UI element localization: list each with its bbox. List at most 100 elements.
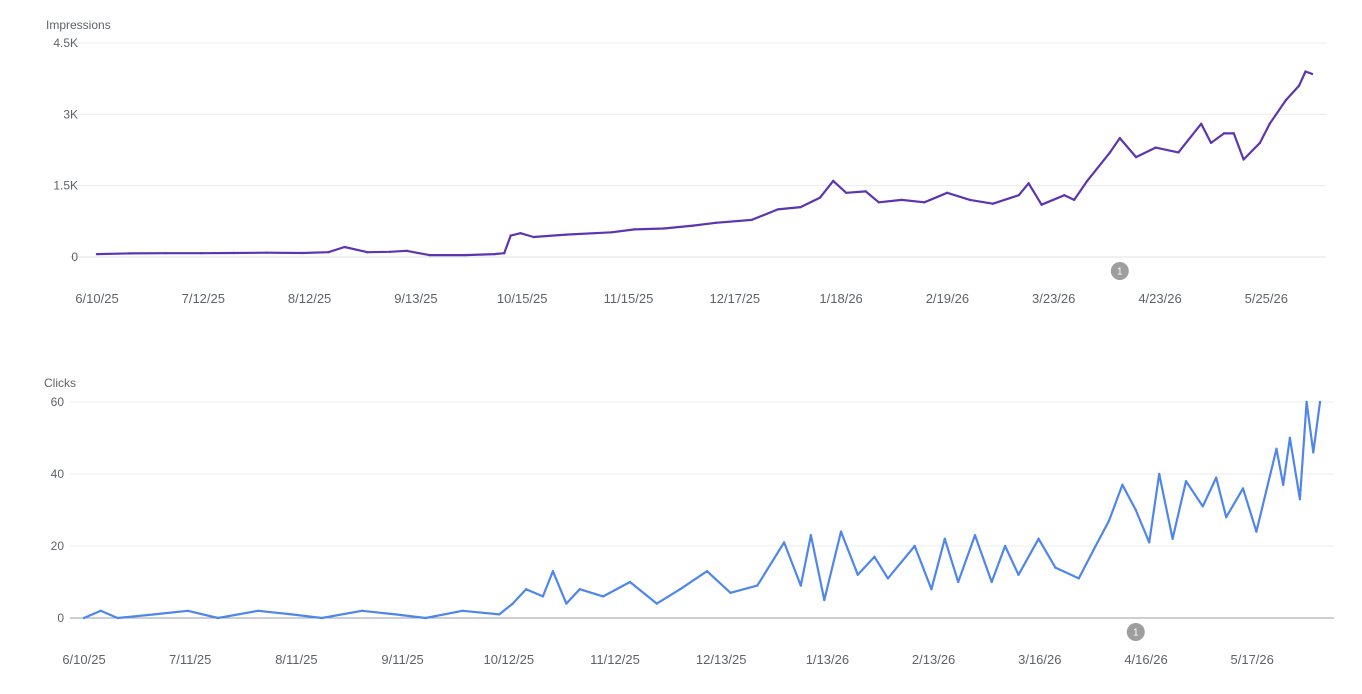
- clicks-data-point: [1121, 483, 1124, 486]
- clicks-data-point: [973, 534, 977, 537]
- clicks-data-point: [1201, 505, 1204, 508]
- clicks-data-point: [1318, 400, 1322, 404]
- clicks-data-point: [1077, 577, 1081, 580]
- impressions-data-point: [1017, 193, 1021, 197]
- impressions-data-point: [343, 245, 346, 249]
- clicks-data-point: [1054, 566, 1057, 569]
- clicks-data-point: [1275, 447, 1278, 450]
- clicks-data-point: [551, 570, 555, 573]
- impressions-data-point: [327, 251, 330, 254]
- impressions-x-tick-label: 5/25/26: [1245, 291, 1288, 306]
- impressions-data-point: [388, 250, 392, 253]
- impressions-data-point: [662, 227, 665, 230]
- impressions-data-point: [366, 251, 369, 254]
- impressions-data-point: [1242, 158, 1245, 161]
- impressions-data-point: [1222, 132, 1226, 135]
- impressions-y-tick-label: 0: [71, 250, 78, 264]
- impressions-data-point: [1154, 146, 1157, 149]
- impressions-data-point: [463, 253, 467, 257]
- clicks-data-point: [1312, 451, 1315, 454]
- impressions-data-point: [923, 201, 926, 204]
- clicks-data-point: [578, 588, 581, 591]
- clicks-data-point: [1037, 537, 1040, 540]
- impressions-annotation-circle[interactable]: [1110, 262, 1129, 280]
- impressions-data-point: [564, 233, 568, 236]
- clicks-data-point: [809, 534, 813, 537]
- impressions-data-point: [1304, 70, 1307, 73]
- impressions-data-point: [1310, 72, 1314, 76]
- clicks-x-tick-label: 3/16/26: [1018, 652, 1061, 667]
- impressions-data-point: [265, 251, 268, 254]
- clicks-data-point: [990, 580, 993, 584]
- clicks-annotation-circle[interactable]: [1126, 623, 1145, 641]
- impressions-data-point: [405, 249, 408, 253]
- clicks-data-point: [601, 595, 605, 598]
- impressions-annotation-marker[interactable]: 1: [1110, 262, 1129, 280]
- impressions-data-point: [1134, 155, 1138, 159]
- clicks-data-point: [856, 573, 859, 576]
- clicks-data-point: [705, 570, 709, 573]
- clicks-data-point: [839, 530, 843, 533]
- impressions-data-point: [164, 251, 167, 255]
- impressions-data-point: [200, 251, 203, 255]
- clicks-data-point: [1171, 537, 1174, 540]
- clicks-data-point: [394, 613, 397, 616]
- clicks-data-point: [799, 584, 803, 587]
- clicks-x-tick-label: 5/17/26: [1231, 652, 1274, 667]
- clicks-series-line: [82, 400, 1322, 620]
- impressions-x-tick-label: 2/19/26: [926, 291, 969, 306]
- impressions-data-point: [714, 221, 718, 224]
- impressions-x-tick-label: 11/15/25: [604, 291, 654, 306]
- clicks-data-point: [82, 616, 86, 620]
- impressions-data-point: [1118, 136, 1122, 140]
- impressions-data-point: [831, 179, 835, 183]
- impressions-data-point: [610, 231, 613, 234]
- impressions-data-point: [991, 202, 994, 205]
- clicks-data-point: [1281, 483, 1285, 486]
- clicks-data-point: [1134, 508, 1137, 512]
- impressions-data-point: [232, 251, 236, 255]
- clicks-data-point: [1298, 498, 1302, 501]
- impressions-data-point: [1232, 132, 1236, 135]
- clicks-data-point: [290, 613, 293, 616]
- impressions-data-point: [799, 205, 802, 209]
- clicks-data-point: [886, 577, 890, 580]
- clicks-x-tick-label: 9/11/25: [381, 652, 423, 667]
- impressions-data-point: [864, 190, 867, 193]
- impressions-data-point: [1027, 182, 1030, 185]
- clicks-data-point: [1147, 541, 1151, 544]
- impressions-data-point: [509, 234, 512, 237]
- clicks-data-point: [1184, 480, 1188, 483]
- clicks-x-tick-label: 11/12/25: [590, 652, 640, 667]
- clicks-data-point: [1017, 573, 1020, 576]
- clicks-annotation-marker[interactable]: 1: [1126, 623, 1145, 641]
- clicks-data-point: [256, 609, 260, 612]
- impressions-x-tick-label: 4/23/26: [1138, 291, 1181, 306]
- impressions-data-point: [1086, 179, 1089, 183]
- impressions-data-point: [128, 252, 131, 255]
- clicks-data-point: [498, 613, 501, 616]
- clicks-data-point: [1094, 544, 1097, 548]
- clicks-data-point: [99, 609, 102, 612]
- clicks-data-point: [116, 616, 119, 620]
- impressions-data-point: [95, 252, 99, 256]
- impressions-annotation-label: 1: [1117, 267, 1123, 278]
- impressions-x-tick-label: 8/12/25: [288, 291, 331, 306]
- impressions-data-point: [691, 224, 695, 227]
- clicks-data-point: [1288, 436, 1292, 440]
- impressions-data-point: [1200, 122, 1203, 126]
- clicks-x-tick-label: 8/11/25: [275, 652, 317, 667]
- impressions-data-point: [1258, 141, 1262, 145]
- impressions-data-point: [818, 196, 822, 199]
- clicks-data-point: [729, 591, 732, 594]
- clicks-data-point: [873, 555, 876, 558]
- clicks-data-point: [1214, 476, 1218, 479]
- clicks-data-point: [153, 613, 156, 616]
- clicks-data-point: [1225, 516, 1228, 519]
- impressions-x-tick-label: 9/13/25: [394, 291, 437, 306]
- impressions-data-point: [1268, 122, 1271, 126]
- clicks-data-point: [461, 609, 464, 612]
- clicks-data-point: [186, 609, 190, 612]
- clicks-data-point: [823, 598, 826, 602]
